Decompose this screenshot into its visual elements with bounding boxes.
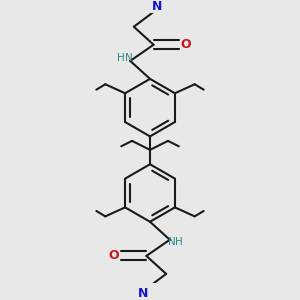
Text: O: O	[109, 249, 119, 262]
Text: H: H	[117, 53, 125, 63]
Text: H: H	[175, 237, 183, 248]
Text: N: N	[124, 53, 132, 63]
Text: N: N	[152, 1, 162, 13]
Text: O: O	[181, 38, 191, 51]
Text: N: N	[168, 237, 176, 248]
Text: N: N	[138, 287, 148, 300]
